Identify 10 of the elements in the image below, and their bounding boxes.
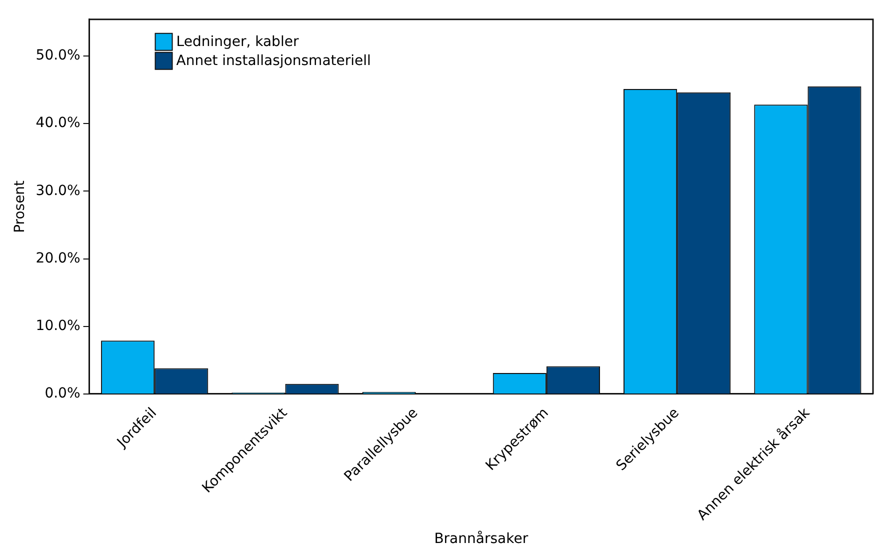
y-tick-label: 10.0% [36,318,80,334]
y-tick-label: 40.0% [36,115,80,132]
y-tick-label: 0.0% [44,386,80,402]
y-tick-label: 20.0% [36,250,80,266]
y-tick-label: 30.0% [36,182,80,199]
legend-label: Annet installasjonsmateriell [176,53,371,70]
legend-label: Ledninger, kabler [176,34,299,50]
x-axis-title: Brannårsaker [434,530,528,548]
y-tick-label: 50.0% [36,48,80,64]
y-axis-title: Prosent [12,180,28,233]
